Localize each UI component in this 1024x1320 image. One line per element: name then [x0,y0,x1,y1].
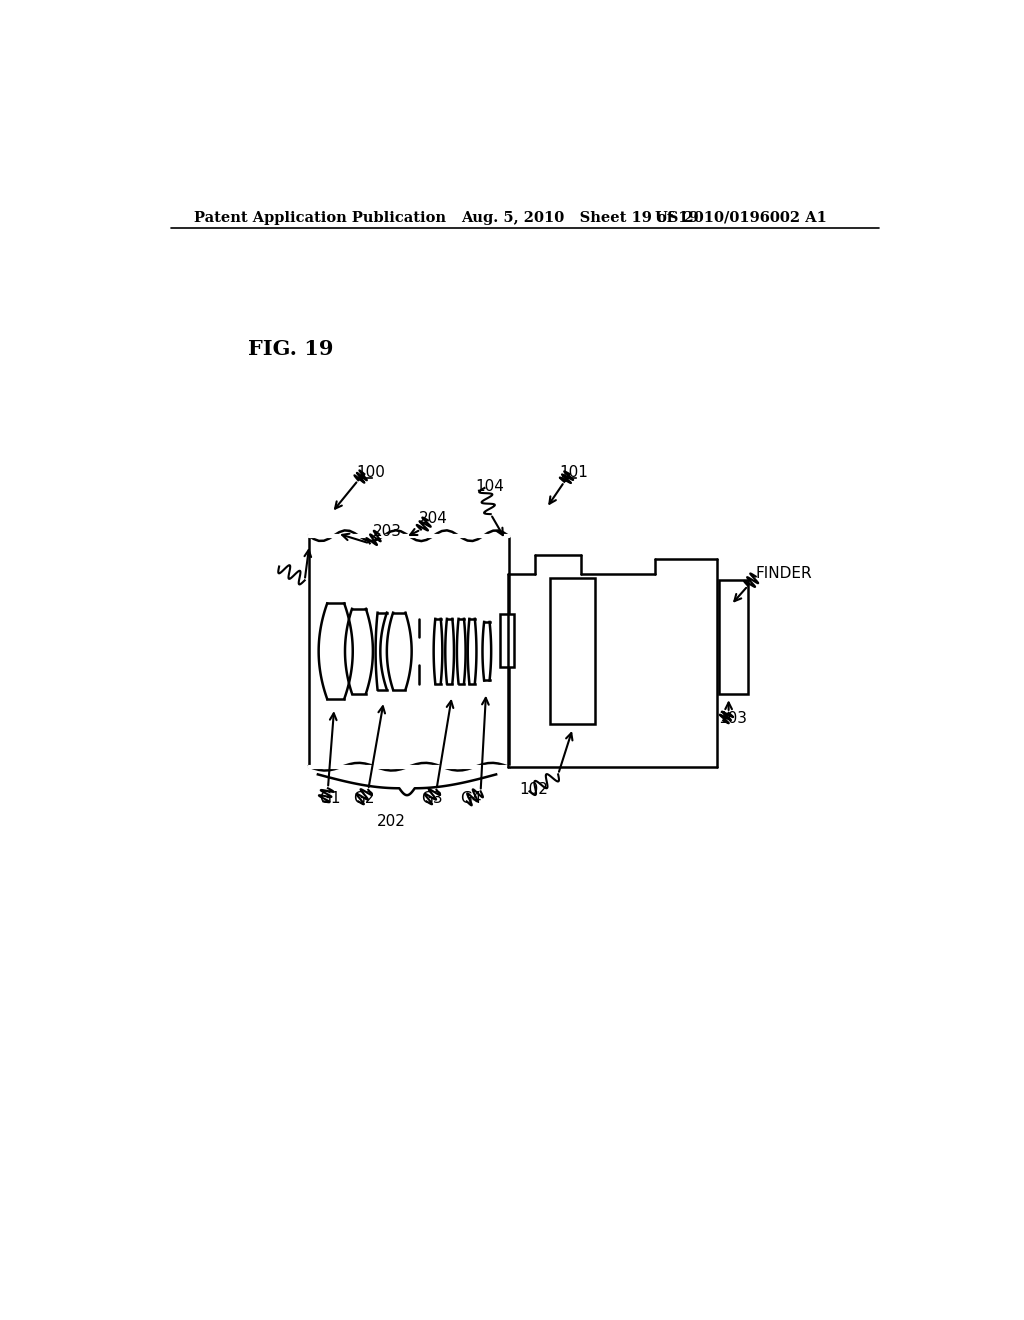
Text: 100: 100 [356,465,385,480]
Text: G3: G3 [421,792,442,807]
Text: 104: 104 [475,479,504,495]
Text: FIG. 19: FIG. 19 [248,339,334,359]
Text: 202: 202 [377,814,406,829]
Bar [500,614,514,667]
Bar [719,581,748,694]
Text: FINDER: FINDER [756,566,812,582]
Text: G2: G2 [352,792,374,807]
Text: G1: G1 [319,792,341,807]
Text: 204: 204 [419,511,447,527]
Text: 102: 102 [519,781,548,797]
Text: 103: 103 [719,711,748,726]
Text: US 2010/0196002 A1: US 2010/0196002 A1 [655,211,826,224]
Text: Patent Application Publication: Patent Application Publication [194,211,445,224]
Text: G4: G4 [460,792,481,807]
Bar [550,578,595,725]
Text: 203: 203 [373,524,401,539]
Text: 101: 101 [560,465,589,480]
Text: Aug. 5, 2010   Sheet 19 of 19: Aug. 5, 2010 Sheet 19 of 19 [461,211,698,224]
Bar [308,536,509,767]
